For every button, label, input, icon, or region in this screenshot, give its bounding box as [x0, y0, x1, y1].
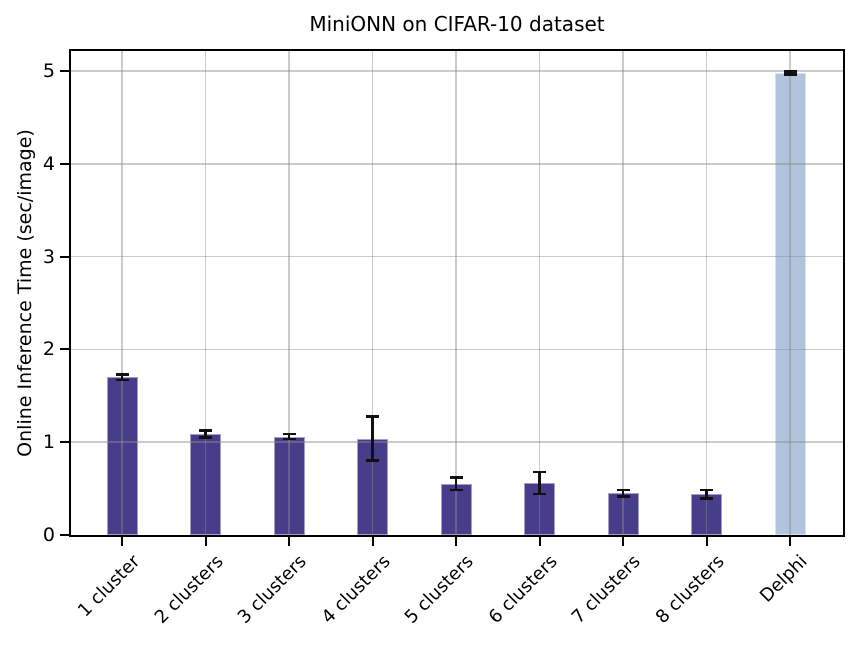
v-gridline: [204, 51, 207, 535]
error-bar-cap-bottom: [700, 497, 713, 500]
error-bar-cap-bottom: [199, 436, 212, 439]
y-tick-mark: [60, 534, 70, 536]
h-gridline: [71, 70, 843, 72]
v-gridline: [789, 51, 791, 535]
error-bar: [788, 71, 792, 75]
v-gridline: [538, 51, 541, 535]
x-tick-label: 4 clusters: [317, 551, 395, 628]
error-bar: [538, 471, 541, 495]
x-tick-label: 2 clusters: [150, 551, 228, 628]
x-tick-label: 8 clusters: [651, 551, 729, 628]
x-tick-mark: [455, 537, 457, 546]
x-tick-label: 7 clusters: [567, 551, 645, 628]
y-tick-label: 1: [42, 431, 55, 454]
y-tick-mark: [60, 441, 70, 444]
error-bar: [120, 374, 124, 381]
v-gridline: [705, 51, 708, 535]
error-bar: [371, 416, 374, 461]
x-tick-mark: [789, 537, 791, 546]
error-bar-cap-top: [616, 488, 630, 492]
error-bar-cap-bottom: [282, 437, 296, 441]
h-gridline: [71, 163, 843, 165]
error-bar-cap-bottom: [533, 492, 546, 496]
h-gridline: [71, 348, 843, 351]
x-tick-mark: [622, 537, 624, 546]
x-tick-mark: [705, 537, 708, 546]
error-bar-cap-top: [366, 415, 379, 418]
y-axis-label: Online Inference Time (sec/image): [14, 129, 36, 457]
error-bar-cap-bottom: [616, 495, 630, 498]
y-tick-label: 4: [42, 152, 55, 175]
error-bar: [204, 430, 207, 438]
v-gridline: [455, 51, 457, 535]
error-bar-cap-top: [700, 488, 713, 492]
error-bar-cap-top: [199, 429, 212, 432]
v-gridline: [622, 51, 624, 535]
bar-3-clusters: [273, 436, 305, 535]
error-bar-cap-bottom: [366, 459, 379, 462]
error-bar-cap-top: [783, 70, 797, 73]
bar-2-clusters: [190, 433, 221, 535]
x-tick-mark: [121, 537, 123, 546]
x-tick-label: 1 cluster: [73, 551, 144, 622]
x-tick-mark: [371, 537, 374, 546]
y-tick-mark: [60, 70, 70, 72]
v-gridline: [371, 51, 374, 535]
error-bar-cap-top: [115, 373, 129, 376]
bar-1-cluster: [106, 377, 138, 535]
error-bar: [287, 433, 291, 440]
bar-4-clusters: [357, 438, 388, 535]
bar-7-clusters: [607, 493, 639, 535]
error-bar: [705, 489, 708, 499]
error-bar-cap-top: [533, 470, 546, 474]
y-tick-label: 3: [42, 245, 55, 268]
v-gridline: [288, 51, 290, 535]
error-bar-cap-top: [449, 476, 463, 479]
error-bar-cap-bottom: [449, 488, 463, 492]
x-tick-label: 6 clusters: [484, 551, 562, 628]
plot-area: [69, 49, 845, 537]
y-tick-mark: [60, 348, 70, 351]
error-bar: [454, 477, 458, 491]
y-tick-label: 2: [42, 338, 55, 361]
x-tick-label: Delphi: [756, 551, 812, 607]
h-gridline: [71, 255, 843, 258]
h-gridline: [71, 441, 843, 443]
x-tick-mark: [288, 537, 290, 546]
y-tick-label: 5: [42, 60, 55, 82]
x-tick-label: 3 clusters: [233, 551, 311, 628]
y-tick-mark: [60, 162, 70, 165]
error-bar-cap-top: [282, 432, 296, 436]
y-tick-label: 0: [42, 524, 55, 546]
x-tick-mark: [538, 537, 541, 546]
error-bar-cap-bottom: [115, 378, 129, 382]
y-tick-mark: [60, 255, 70, 258]
x-tick-mark: [204, 537, 207, 546]
error-bar: [621, 489, 625, 497]
chart-title: MiniONN on CIFAR-10 dataset: [309, 12, 605, 36]
x-tick-label: 5 clusters: [400, 551, 478, 628]
v-gridline: [121, 51, 123, 535]
bar-5-clusters: [440, 483, 472, 535]
error-bar-cap-bottom: [783, 73, 797, 76]
